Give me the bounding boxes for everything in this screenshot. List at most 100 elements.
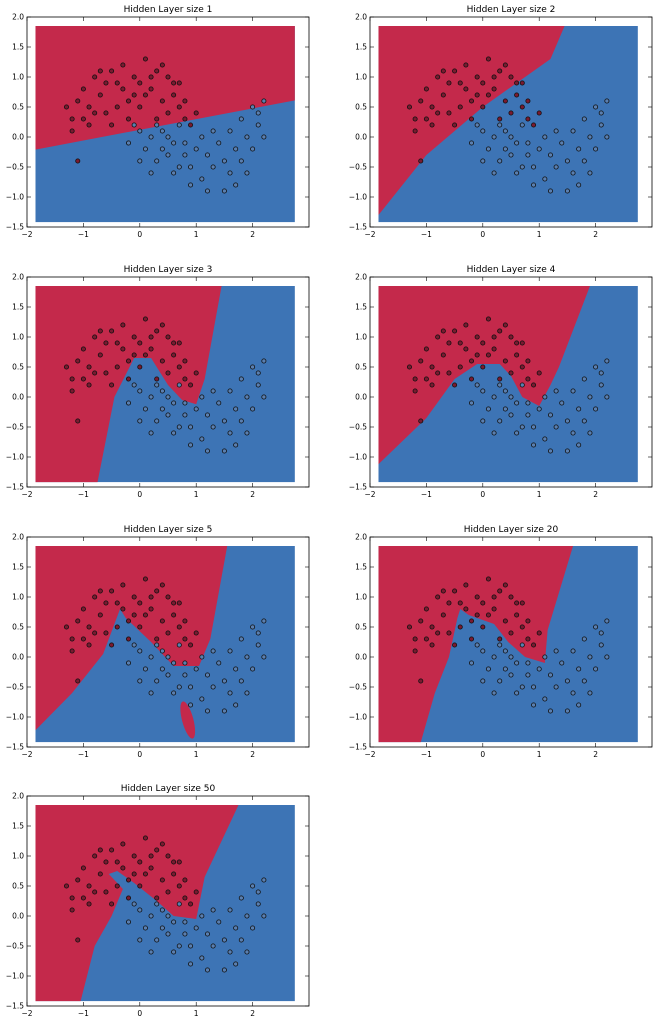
data-point [131, 92, 137, 98]
data-point [182, 358, 188, 364]
data-point [204, 967, 210, 973]
data-point [423, 636, 429, 642]
data-point [525, 660, 531, 666]
y-tick-label: −1.0 [349, 453, 367, 462]
data-point [165, 654, 171, 660]
subplot-1: −2 −1 0 1 2 −1.5 −1.0 −0.5 0.0 0.5 1.0 1.5 2.0 Hidden… [6, 5, 310, 239]
y-tick-label: −1.0 [349, 193, 367, 202]
axes-frame [26, 795, 310, 1007]
subplot-title: Hidden Layer size 2 [467, 5, 556, 15]
data-point [514, 600, 520, 606]
y-tick-label: 1.0 [355, 333, 367, 342]
data-point [142, 576, 148, 582]
y-tick-label: 1.0 [12, 333, 24, 342]
data-point [193, 630, 199, 636]
data-point [109, 901, 115, 907]
data-point [159, 98, 165, 104]
data-point [165, 110, 171, 116]
axes-frame [369, 276, 653, 488]
data-point [142, 925, 148, 931]
data-point [531, 182, 537, 188]
data-point [227, 170, 233, 176]
y-tick-label: −1.5 [6, 483, 24, 492]
data-point [210, 424, 216, 430]
data-point [227, 949, 233, 955]
data-point [250, 104, 256, 110]
data-point [92, 853, 98, 859]
data-point [148, 86, 154, 92]
y-tick-label: −0.5 [6, 942, 24, 951]
data-point [525, 672, 531, 678]
y-tick-label: 1.0 [355, 73, 367, 82]
subplot-5: −2 −1 0 1 2 −1.5 −1.0 −0.5 0.0 0.5 1.0 1.5 2.0 Hidden… [6, 525, 310, 759]
data-point [80, 86, 86, 92]
data-point [92, 110, 98, 116]
data-point [75, 98, 81, 104]
x-tick-label: 1 [194, 490, 199, 499]
data-point [171, 859, 177, 865]
data-point [148, 654, 154, 660]
data-point [188, 702, 194, 708]
data-point [514, 140, 520, 146]
data-point [429, 364, 435, 370]
data-point [531, 642, 537, 648]
data-points [63, 835, 267, 973]
x-tick-label: 0 [137, 230, 142, 239]
data-point [159, 648, 165, 654]
data-point [469, 358, 475, 364]
data-point [435, 74, 441, 80]
data-point [176, 340, 182, 346]
data-point [80, 116, 86, 122]
y-tick-label: 0.5 [12, 103, 24, 112]
data-point [250, 624, 256, 630]
data-point [137, 104, 143, 110]
data-point [531, 164, 537, 170]
y-tick-label: 2.0 [12, 533, 24, 542]
data-point [514, 92, 520, 98]
decision-region [378, 546, 638, 743]
data-point [97, 847, 103, 853]
data-point [519, 684, 525, 690]
data-point [137, 128, 143, 134]
x-tick-label: 1 [194, 230, 199, 239]
data-point [457, 104, 463, 110]
data-point [126, 358, 132, 364]
data-point [255, 642, 261, 648]
data-point [137, 937, 143, 943]
data-point [553, 164, 559, 170]
data-point [406, 104, 412, 110]
data-point [531, 442, 537, 448]
data-point [227, 388, 233, 394]
data-point [531, 684, 537, 690]
data-point [176, 122, 182, 128]
data-point [440, 352, 446, 358]
data-point [536, 370, 542, 376]
y-tick-label: 0.0 [12, 653, 24, 662]
data-point [176, 684, 182, 690]
data-point [531, 382, 537, 388]
data-point [469, 636, 475, 642]
data-point [463, 62, 469, 68]
data-point [255, 110, 261, 116]
data-point [97, 612, 103, 618]
data-point [508, 672, 514, 678]
y-tick-label: 2.0 [12, 792, 24, 801]
data-point [491, 170, 497, 176]
x-tick-label: 0 [480, 230, 485, 239]
y-tick-label: 1.0 [12, 593, 24, 602]
data-points [406, 576, 610, 714]
data-point [120, 841, 126, 847]
data-point [604, 98, 610, 104]
data-point [514, 400, 520, 406]
x-tick-label: −1 [78, 1009, 89, 1018]
data-point [188, 122, 194, 128]
data-point [126, 895, 132, 901]
data-point [250, 883, 256, 889]
data-point [142, 92, 148, 98]
data-point [435, 594, 441, 600]
data-point [457, 600, 463, 606]
data-point [69, 128, 75, 134]
data-point [182, 116, 188, 122]
data-point [570, 430, 576, 436]
